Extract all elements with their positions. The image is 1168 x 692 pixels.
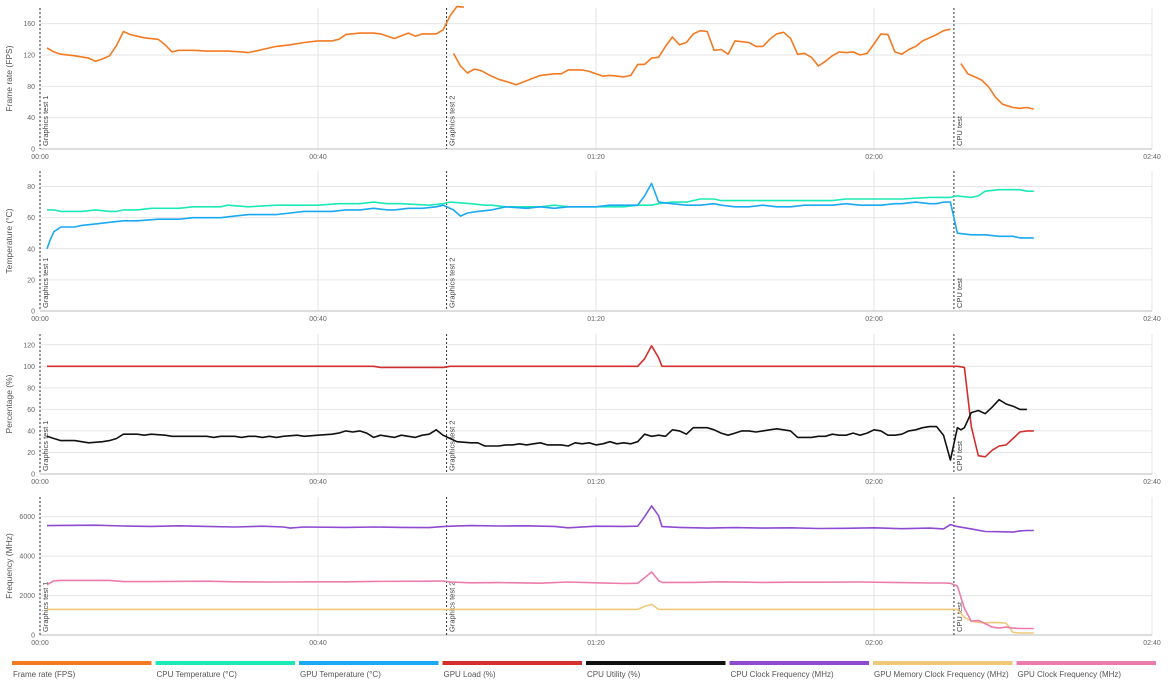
- legend-swatch-cpu-temperature-c[interactable]: [155, 661, 296, 665]
- series-line-gpu-load: [47, 345, 1034, 458]
- y-axis-label: Frequency (MHz): [4, 533, 14, 599]
- y-tick-label: 20: [27, 277, 35, 284]
- y-tick-label: 60: [27, 407, 35, 414]
- panel-4: 0 2000 4000 6000 00:00 00:40 01:20 02:00 02:40 Fr…: [4, 497, 1161, 647]
- legend-label-gpu-clock-frequency-mhz[interactable]: GPU Clock Frequency (MHz): [1018, 670, 1122, 679]
- legend-label-cpu-temperature-c[interactable]: CPU Temperature (°C): [157, 670, 238, 679]
- y-tick-label: 60: [27, 215, 35, 222]
- x-tick-label: 01:20: [587, 479, 605, 486]
- test-marker-label: Graphics test 2: [448, 582, 457, 632]
- y-tick-label: 40: [27, 428, 35, 435]
- test-marker-label: Graphics test 1: [41, 258, 50, 308]
- test-marker-label: CPU test: [955, 115, 964, 146]
- y-tick-label: 0: [31, 309, 35, 316]
- test-marker-label: Graphics test 2: [448, 421, 457, 471]
- y-tick-label: 0: [31, 147, 35, 154]
- test-marker-label: CPU test: [955, 601, 964, 632]
- legend: Frame rate (FPS) CPU Temperature (°C) GPU …: [12, 661, 1156, 679]
- test-marker-label: Graphics test 2: [448, 258, 457, 308]
- y-tick-label: 120: [23, 53, 35, 60]
- y-tick-label: 4000: [19, 554, 35, 561]
- series-line-gpu-temperature-c: [46, 182, 1034, 250]
- y-axis-label: Percentage (%): [4, 374, 14, 433]
- test-marker-label: Graphics test 1: [41, 582, 50, 632]
- series-line-gpu-clock-frequency-mhz: [46, 571, 1034, 630]
- y-tick-label: 2000: [19, 593, 35, 600]
- x-tick-label: 00:40: [309, 154, 327, 161]
- series-line-cpu-utility: [46, 398, 1027, 461]
- x-tick-label: 01:20: [587, 154, 605, 161]
- series-line-frame-rate-fps: [452, 28, 951, 86]
- y-tick-label: 40: [27, 115, 35, 122]
- x-tick-label: 02:40: [1143, 316, 1161, 323]
- legend-swatch-cpu-clock-frequency-mhz[interactable]: [729, 661, 870, 665]
- series-line-frame-rate-fps: [46, 5, 464, 63]
- legend-label-gpu-memory-clock-frequency-mhz[interactable]: GPU Memory Clock Frequency (MHz): [874, 670, 1009, 679]
- y-tick-label: 100: [23, 364, 35, 371]
- legend-label-cpu-clock-frequency-mhz[interactable]: CPU Clock Frequency (MHz): [731, 670, 834, 679]
- y-axis-label: Frame rate (FPS): [4, 45, 14, 111]
- x-tick-label: 02:00: [865, 479, 883, 486]
- x-tick-label: 02:00: [865, 316, 883, 323]
- x-tick-label: 01:20: [587, 640, 605, 647]
- y-tick-label: 80: [27, 184, 35, 191]
- x-tick-label: 02:00: [865, 154, 883, 161]
- test-marker-label: Graphics test 1: [41, 421, 50, 471]
- panel-2: 0 20 40 60 80 00:00 00:40 01:20 02:00 02:40 Temper…: [4, 171, 1161, 323]
- y-tick-label: 160: [23, 21, 35, 28]
- legend-swatch-gpu-load[interactable]: [442, 661, 583, 665]
- legend-swatch-gpu-temperature-c[interactable]: [299, 661, 439, 665]
- y-tick-label: 120: [23, 342, 35, 349]
- test-marker-label: Graphics test 2: [448, 96, 457, 146]
- x-tick-label: 00:40: [309, 316, 327, 323]
- panel-3: 0 20 40 60 80 100 120 00:00 00:40 01:20 02:00 02:40…: [4, 334, 1161, 486]
- y-tick-label: 6000: [19, 514, 35, 521]
- test-marker-label: CPU test: [955, 277, 964, 308]
- y-tick-label: 20: [27, 450, 35, 457]
- y-tick-label: 40: [27, 246, 35, 253]
- legend-label-cpu-utility[interactable]: CPU Utility (%): [587, 670, 641, 679]
- series-line-gpu-memory-clock-frequency-mhz: [47, 603, 1034, 634]
- legend-swatch-gpu-memory-clock-frequency-mhz[interactable]: [873, 661, 1013, 665]
- x-tick-label: 02:40: [1143, 154, 1161, 161]
- legend-label-gpu-temperature-c[interactable]: GPU Temperature (°C): [300, 670, 381, 679]
- legend-swatch-cpu-utility[interactable]: [586, 661, 726, 665]
- series-line-cpu-clock-frequency-mhz: [46, 505, 1034, 533]
- legend-label-gpu-load[interactable]: GPU Load (%): [444, 670, 496, 679]
- y-tick-label: 80: [27, 385, 35, 392]
- series-line-cpu-temperature-c: [47, 188, 1034, 213]
- y-tick-label: 0: [31, 472, 35, 479]
- x-tick-label: 02:40: [1143, 640, 1161, 647]
- panel-1: 0 40 80 120 160 00:00 00:40 01:20 02:00 02:40 Fram…: [4, 5, 1161, 161]
- series-line-frame-rate-fps: [960, 63, 1034, 110]
- test-marker-label: Graphics test 1: [41, 96, 50, 146]
- x-tick-label: 02:40: [1143, 479, 1161, 486]
- x-tick-label: 02:00: [865, 640, 883, 647]
- x-tick-label: 00:00: [31, 316, 49, 323]
- x-tick-label: 01:20: [587, 316, 605, 323]
- y-tick-label: 80: [27, 84, 35, 91]
- legend-label-frame-rate-fps[interactable]: Frame rate (FPS): [13, 670, 76, 679]
- x-tick-label: 00:00: [31, 640, 49, 647]
- x-tick-label: 00:00: [31, 479, 49, 486]
- test-marker-label: CPU test: [955, 440, 964, 471]
- legend-swatch-frame-rate-fps[interactable]: [12, 661, 152, 665]
- y-axis-label: Temperature (°C): [4, 208, 14, 273]
- x-tick-label: 00:40: [309, 640, 327, 647]
- legend-swatch-gpu-clock-frequency-mhz[interactable]: [1016, 661, 1157, 665]
- x-tick-label: 00:00: [31, 154, 49, 161]
- y-tick-label: 0: [31, 633, 35, 640]
- x-tick-label: 00:40: [309, 479, 327, 486]
